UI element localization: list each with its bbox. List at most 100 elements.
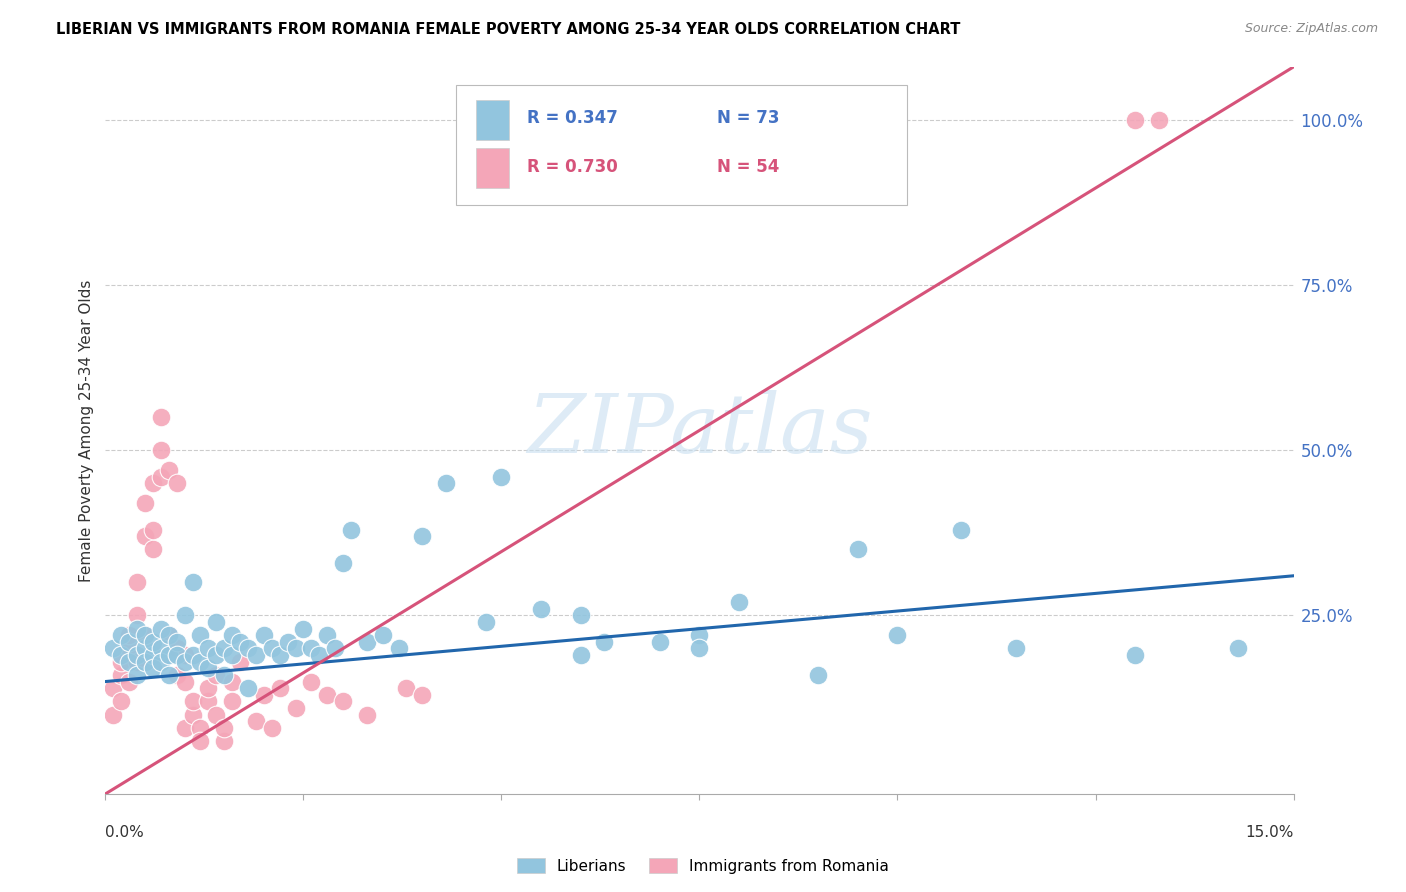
Point [299,674,322,689]
Point [127,648,149,662]
Point [260,641,283,656]
Point [110,694,132,708]
Point [118,641,141,656]
Point [292,622,315,636]
Point [323,641,346,656]
Point [236,681,259,695]
Point [269,681,291,695]
Bar [477,100,509,140]
Point [166,641,188,656]
Point [236,641,259,656]
Point [284,701,307,715]
Point [149,641,172,656]
Point [190,655,212,669]
Point [245,648,267,662]
Legend: Liberians, Immigrants from Romania: Liberians, Immigrants from Romania [510,852,896,880]
Point [197,694,219,708]
Point [134,655,156,669]
Point [134,628,156,642]
Point [142,648,165,662]
Point [1123,112,1146,127]
Text: 15.0%: 15.0% [1246,825,1294,839]
Point [214,721,236,735]
Point [221,628,243,642]
Point [142,542,165,557]
Point [221,648,243,662]
Point [173,674,195,689]
Point [166,668,188,682]
Point [157,648,180,662]
Point [1147,112,1170,127]
Point [190,628,212,642]
Text: Source: ZipAtlas.com: Source: ZipAtlas.com [1244,22,1378,36]
Text: N = 54: N = 54 [717,158,780,177]
Point [134,529,156,543]
Point [474,615,496,629]
Point [340,523,363,537]
Point [205,648,228,662]
Point [593,635,616,649]
Point [127,608,149,623]
Point [886,628,908,642]
Point [253,628,276,642]
Point [395,681,418,695]
Point [118,655,141,669]
Point [181,694,204,708]
Point [190,721,212,735]
Point [134,641,156,656]
Point [103,707,125,722]
Point [356,707,378,722]
Point [689,641,711,656]
Point [157,628,180,642]
Point [221,674,243,689]
Point [277,635,299,649]
Point [284,641,307,656]
Point [299,641,322,656]
Point [221,694,243,708]
Point [205,615,228,629]
Point [149,410,172,425]
Point [110,655,132,669]
Point [214,734,236,748]
Point [181,648,204,662]
Point [253,688,276,702]
Point [411,688,433,702]
Point [118,635,141,649]
Point [166,635,188,649]
Point [118,628,141,642]
Bar [477,148,509,188]
Point [118,674,141,689]
Point [181,575,204,590]
Point [229,655,252,669]
FancyBboxPatch shape [456,85,907,205]
Point [103,641,125,656]
Point [332,556,354,570]
Point [134,628,156,642]
Point [157,463,180,477]
Point [807,668,830,682]
Point [205,668,228,682]
Point [110,628,132,642]
Point [149,469,172,483]
Point [569,648,592,662]
Point [949,523,972,537]
Point [308,648,330,662]
Text: R = 0.730: R = 0.730 [527,158,619,177]
Point [190,734,212,748]
Point [569,608,592,623]
Point [205,707,228,722]
Point [149,655,172,669]
Point [157,668,180,682]
Point [197,661,219,675]
Point [181,707,204,722]
Point [689,628,711,642]
Point [142,476,165,491]
Y-axis label: Female Poverty Among 25-34 Year Olds: Female Poverty Among 25-34 Year Olds [79,279,94,582]
Point [371,628,394,642]
Point [1005,641,1028,656]
Point [166,648,188,662]
Point [149,622,172,636]
Text: N = 73: N = 73 [717,109,780,127]
Point [214,641,236,656]
Point [1123,648,1146,662]
